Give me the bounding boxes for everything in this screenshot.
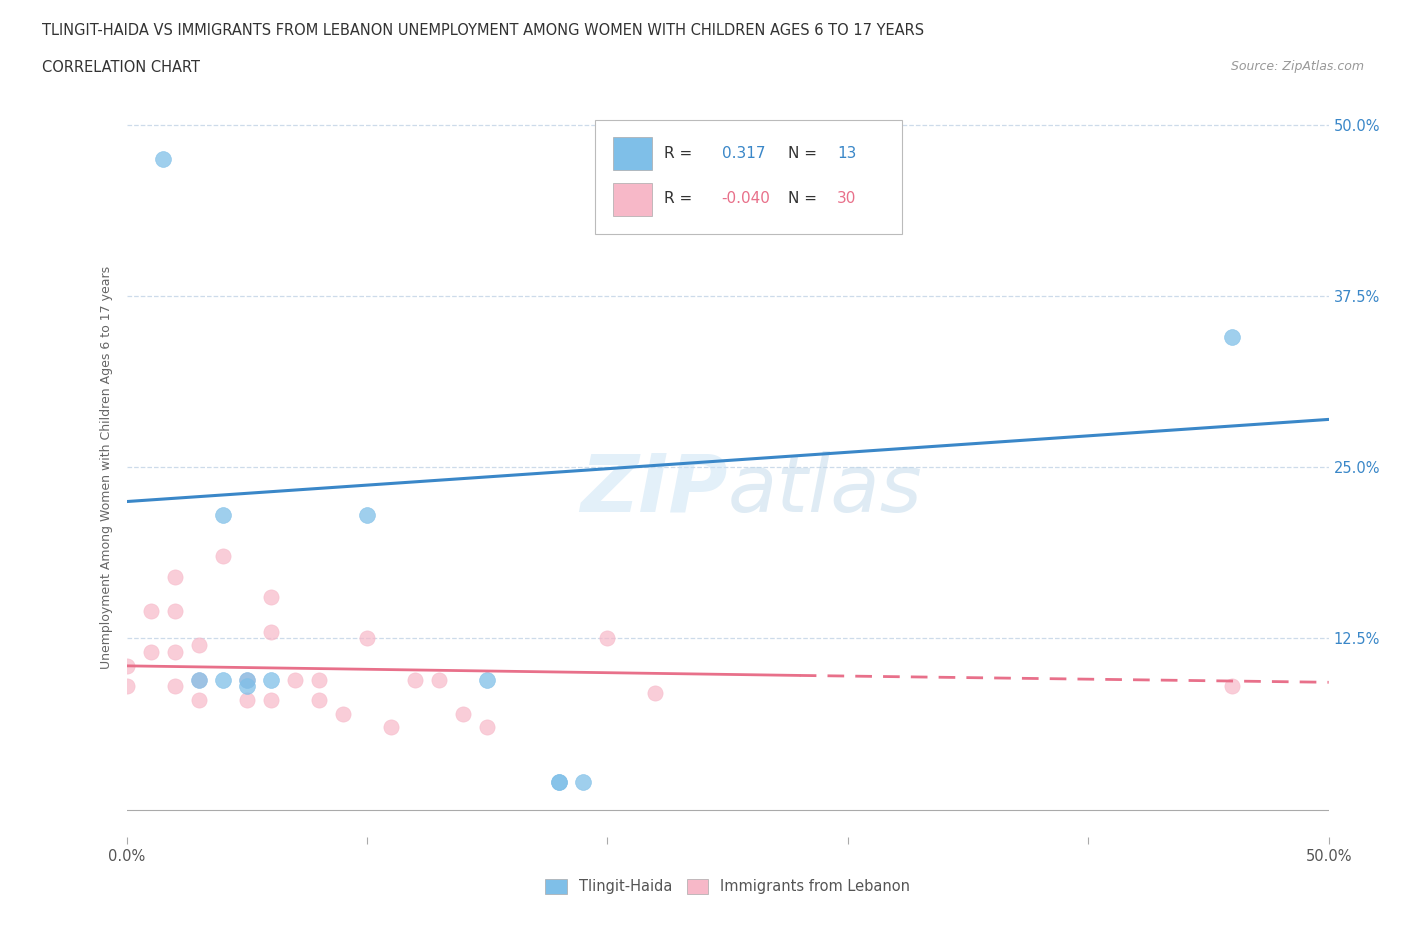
FancyBboxPatch shape bbox=[595, 120, 901, 234]
Bar bbox=[613, 137, 652, 170]
Point bbox=[596, 631, 619, 646]
Text: R =: R = bbox=[664, 146, 692, 161]
Point bbox=[1222, 330, 1244, 345]
Point bbox=[451, 707, 474, 722]
Point bbox=[235, 672, 259, 687]
Point bbox=[260, 590, 283, 604]
Point bbox=[308, 693, 330, 708]
Text: N =: N = bbox=[787, 192, 817, 206]
Point bbox=[187, 672, 209, 687]
Point bbox=[187, 638, 209, 653]
Point bbox=[380, 720, 402, 735]
Point bbox=[211, 508, 233, 523]
Point bbox=[211, 549, 233, 564]
Point bbox=[427, 672, 450, 687]
Point bbox=[163, 569, 186, 584]
Point bbox=[260, 624, 283, 639]
Point bbox=[475, 720, 498, 735]
Text: CORRELATION CHART: CORRELATION CHART bbox=[42, 60, 200, 75]
Point bbox=[115, 658, 138, 673]
Point bbox=[187, 693, 209, 708]
Point bbox=[284, 672, 307, 687]
Y-axis label: Unemployment Among Women with Children Ages 6 to 17 years: Unemployment Among Women with Children A… bbox=[100, 266, 114, 669]
Text: Source: ZipAtlas.com: Source: ZipAtlas.com bbox=[1230, 60, 1364, 73]
Point bbox=[356, 508, 378, 523]
Point bbox=[211, 672, 233, 687]
Point bbox=[404, 672, 426, 687]
Point bbox=[139, 604, 162, 618]
Point bbox=[548, 775, 571, 790]
Point bbox=[115, 679, 138, 694]
Point bbox=[475, 672, 498, 687]
Bar bbox=[613, 182, 652, 216]
Text: 30: 30 bbox=[837, 192, 856, 206]
Text: 13: 13 bbox=[837, 146, 856, 161]
Text: N =: N = bbox=[787, 146, 817, 161]
Point bbox=[163, 644, 186, 659]
Point bbox=[1222, 679, 1244, 694]
Text: R =: R = bbox=[664, 192, 697, 206]
Point bbox=[548, 775, 571, 790]
Point bbox=[235, 672, 259, 687]
Text: TLINGIT-HAIDA VS IMMIGRANTS FROM LEBANON UNEMPLOYMENT AMONG WOMEN WITH CHILDREN : TLINGIT-HAIDA VS IMMIGRANTS FROM LEBANON… bbox=[42, 23, 924, 38]
Point bbox=[152, 152, 174, 166]
Point bbox=[260, 693, 283, 708]
Point bbox=[139, 644, 162, 659]
Point bbox=[163, 679, 186, 694]
Point bbox=[572, 775, 595, 790]
Point bbox=[235, 679, 259, 694]
Legend: Tlingit-Haida, Immigrants from Lebanon: Tlingit-Haida, Immigrants from Lebanon bbox=[540, 873, 915, 900]
Point bbox=[332, 707, 354, 722]
Point bbox=[356, 631, 378, 646]
Point bbox=[308, 672, 330, 687]
Point bbox=[644, 685, 666, 700]
Point bbox=[187, 672, 209, 687]
Text: 0.317: 0.317 bbox=[721, 146, 765, 161]
Point bbox=[163, 604, 186, 618]
Point bbox=[260, 672, 283, 687]
Text: ZIP: ZIP bbox=[581, 450, 728, 528]
Text: -0.040: -0.040 bbox=[721, 192, 770, 206]
Text: atlas: atlas bbox=[728, 450, 922, 528]
Point bbox=[235, 693, 259, 708]
